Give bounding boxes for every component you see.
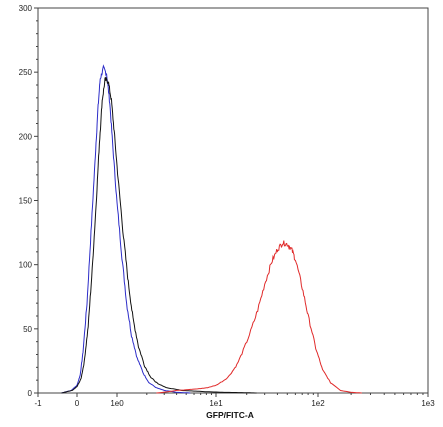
y-tick-label: 50	[23, 325, 32, 334]
series-line-0	[61, 64, 191, 394]
x-tick-label: -1	[34, 399, 42, 408]
x-axis-title: GFP/FITC-A	[206, 410, 254, 420]
y-tick-label: 150	[19, 197, 33, 206]
x-tick-label: 1e2	[311, 399, 325, 408]
y-tick-label: 100	[19, 261, 33, 270]
x-tick-label: 1e1	[209, 399, 223, 408]
y-tick-label: 250	[19, 68, 33, 77]
x-axis: -1 0 1e0 1e1 1e2 1e3	[34, 393, 435, 408]
y-tick-label: 0	[28, 389, 33, 398]
y-tick-label: 200	[19, 132, 33, 141]
x-tick-label: 1e3	[421, 399, 435, 408]
x-tick-label: 0	[75, 399, 80, 408]
y-tick-label: 300	[19, 4, 33, 13]
series-line-1	[61, 76, 257, 394]
y-axis: 0 50 100 150 200 250 300	[19, 4, 38, 398]
series-layer	[61, 64, 362, 394]
series-line-2	[156, 240, 362, 394]
x-tick-label: 1e0	[110, 399, 124, 408]
